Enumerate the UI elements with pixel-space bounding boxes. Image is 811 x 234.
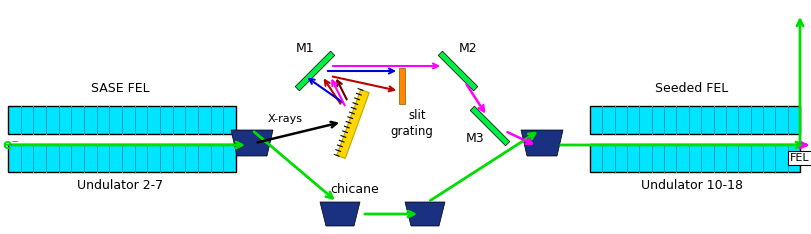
Text: M3: M3 xyxy=(466,132,483,145)
Polygon shape xyxy=(521,130,562,156)
Text: e⁻: e⁻ xyxy=(2,138,19,152)
Text: chicane: chicane xyxy=(330,183,379,197)
Bar xyxy=(590,144,799,172)
Text: Undulator 10-18: Undulator 10-18 xyxy=(640,179,742,193)
Polygon shape xyxy=(470,106,509,146)
Text: Seeded FEL: Seeded FEL xyxy=(654,83,727,95)
Polygon shape xyxy=(405,202,444,226)
Text: M2: M2 xyxy=(458,43,477,55)
Bar xyxy=(398,68,405,104)
Polygon shape xyxy=(295,51,334,91)
Bar xyxy=(8,106,236,134)
Text: grating: grating xyxy=(389,124,432,138)
Bar xyxy=(590,106,799,134)
Text: FEL: FEL xyxy=(789,153,809,163)
Polygon shape xyxy=(438,51,477,91)
Polygon shape xyxy=(320,202,359,226)
Polygon shape xyxy=(337,90,369,158)
Text: Undulator 2-7: Undulator 2-7 xyxy=(77,179,163,193)
Text: X-rays: X-rays xyxy=(268,114,303,124)
Text: slit: slit xyxy=(407,110,425,123)
Text: SASE FEL: SASE FEL xyxy=(91,83,149,95)
Bar xyxy=(8,144,236,172)
Polygon shape xyxy=(230,130,272,156)
Text: M1: M1 xyxy=(295,43,314,55)
